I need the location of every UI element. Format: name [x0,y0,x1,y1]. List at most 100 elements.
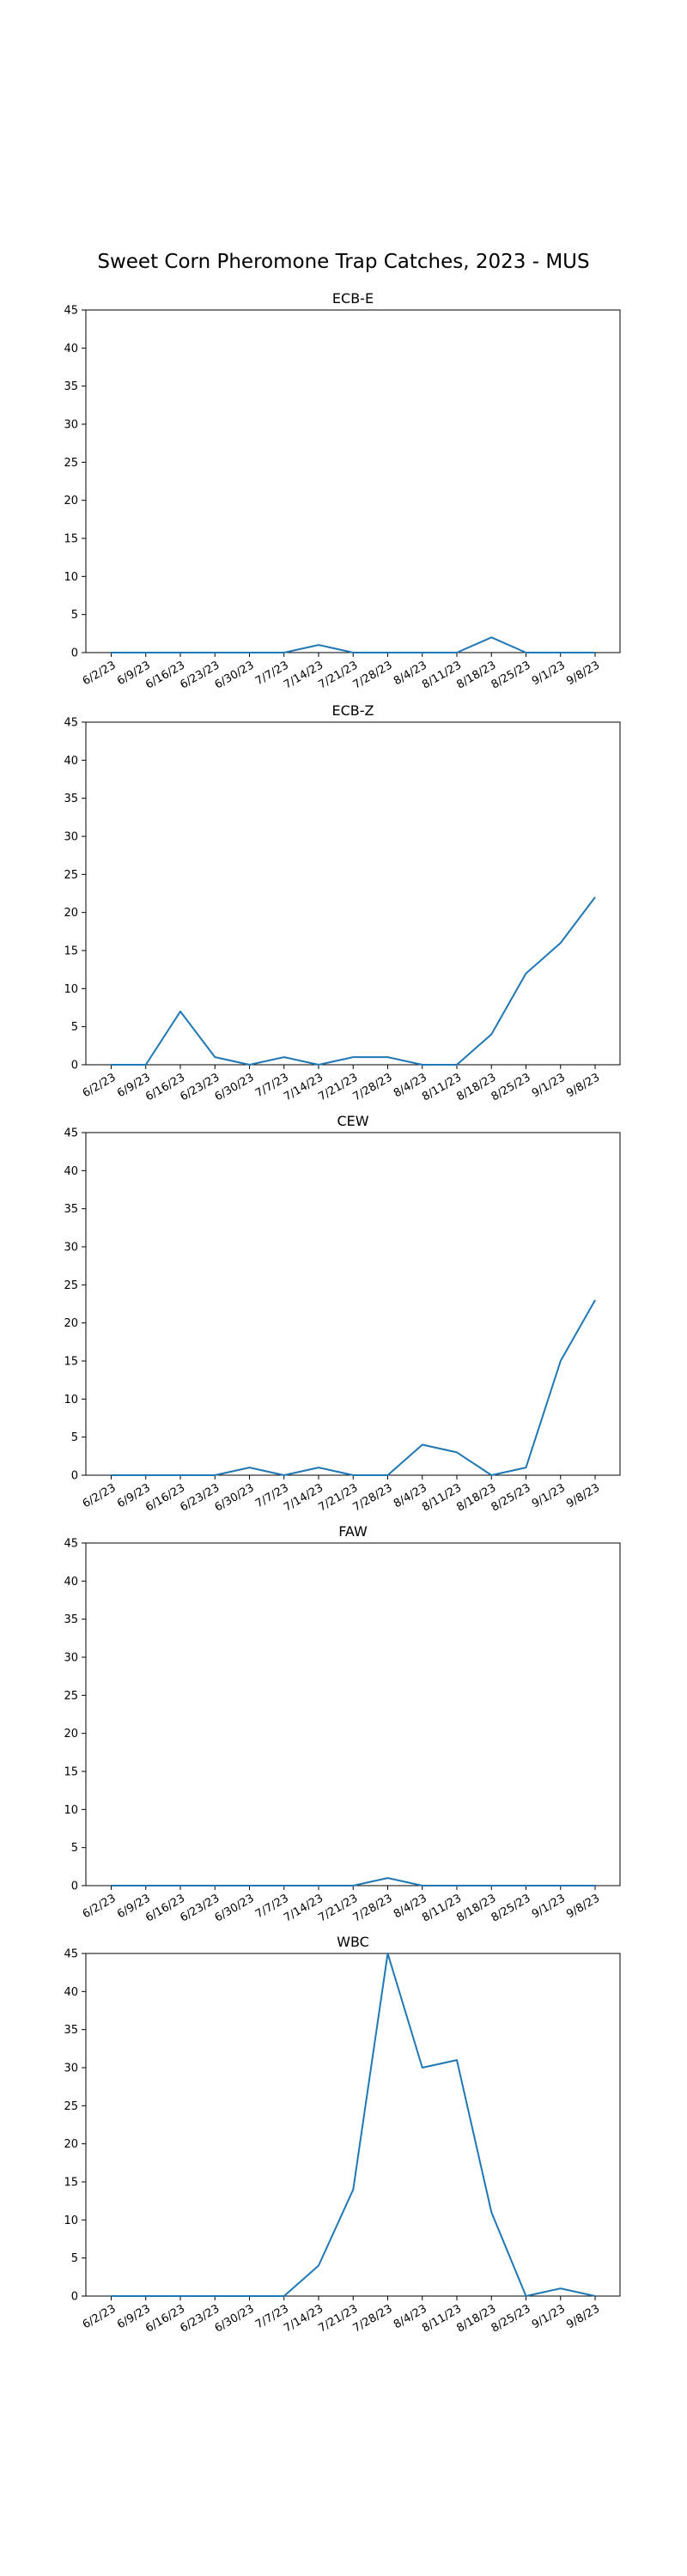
data-point [489,1473,493,1477]
y-tick-label: 25 [64,1690,78,1703]
y-tick-label: 0 [71,1060,78,1072]
data-point [110,651,113,654]
data-point [110,1473,113,1477]
data-point [421,1443,424,1447]
x-tick-label: 8/18/23 [454,1892,498,1924]
x-tick-label: 6/2/23 [81,1481,119,1510]
x-tick-label: 8/11/23 [420,2302,464,2335]
x-tick-label: 8/18/23 [454,2302,498,2335]
data-point [144,651,148,654]
y-tick-label: 30 [64,419,78,432]
y-tick-label: 45 [64,1538,78,1551]
data-point [593,1298,597,1302]
chart-title: FAW [338,1523,368,1540]
x-tick-label: 6/30/23 [213,659,257,691]
y-tick-label: 30 [64,2063,78,2075]
y-tick-label: 25 [64,1279,78,1292]
x-tick-label: 6/23/23 [178,2302,222,2335]
y-tick-label: 35 [64,1203,78,1216]
data-point [248,1063,252,1066]
x-tick-label: 7/28/23 [351,659,395,691]
x-tick-label: 9/8/23 [564,659,602,688]
y-tick-label: 15 [64,1766,78,1779]
x-tick-label: 8/11/23 [420,1481,464,1514]
x-tick-label: 8/18/23 [454,1071,498,1103]
data-point [421,651,424,654]
data-point [110,1063,113,1066]
y-tick-label: 5 [71,2252,78,2265]
x-tick-label: 7/28/23 [351,2302,395,2335]
y-tick-label: 45 [64,717,78,730]
chart-title: WBC [337,1934,369,1950]
y-tick-label: 10 [64,983,78,996]
x-tick-label: 6/2/23 [81,1071,119,1100]
x-tick-label: 9/1/23 [530,1071,568,1100]
y-tick-label: 15 [64,1356,78,1369]
data-point [559,941,562,945]
x-tick-label: 6/16/23 [143,659,187,691]
x-tick-label: 6/2/23 [81,2302,119,2331]
data-point [179,2294,182,2298]
data-point [144,1063,148,1066]
y-tick-label: 45 [64,1127,78,1140]
data-point [489,1884,493,1887]
figure-title: Sweet Corn Pheromone Trap Catches, 2023 … [97,251,590,273]
y-tick-label: 10 [64,2215,78,2227]
chart-panel-faw: FAW0510152025303540456/2/236/9/236/16/23… [64,1523,621,1925]
x-tick-label: 6/2/23 [81,659,119,688]
y-tick-label: 45 [64,1948,78,1961]
x-tick-label: 9/8/23 [564,2302,602,2331]
y-tick-label: 35 [64,380,78,393]
x-tick-label: 6/16/23 [143,1071,187,1103]
chart-title: ECB-E [332,290,374,307]
data-point [179,651,182,654]
data-point [110,2294,113,2298]
plot-frame [85,309,621,653]
data-point [110,1884,113,1887]
y-tick-label: 15 [64,533,78,546]
x-tick-label: 7/21/23 [316,1071,360,1103]
chart-title: ECB-Z [332,702,374,719]
data-point [213,1884,216,1887]
x-tick-label: 7/14/23 [282,1481,325,1514]
x-tick-label: 8/11/23 [420,1892,464,1924]
y-tick-label: 10 [64,1394,78,1406]
data-point [351,1473,355,1477]
data-point [421,1063,424,1066]
x-tick-label: 6/30/23 [213,1892,257,1924]
data-point [525,1884,528,1887]
y-tick-label: 25 [64,457,78,470]
x-tick-label: 7/28/23 [351,1481,395,1514]
y-tick-label: 5 [71,1431,78,1444]
data-point [525,2294,528,2298]
y-tick-label: 15 [64,945,78,958]
data-point [421,1884,424,1887]
data-point [525,651,528,654]
data-point [386,1473,390,1477]
data-point [248,651,252,654]
plot-frame [85,1953,621,2297]
y-tick-label: 40 [64,1165,78,1178]
x-tick-label: 9/1/23 [530,1892,568,1921]
x-tick-label: 9/1/23 [530,1481,568,1510]
data-point [593,651,597,654]
y-tick-label: 20 [64,495,78,507]
y-tick-label: 45 [64,305,78,318]
data-point [317,1063,320,1066]
plot-frame [85,1542,621,1886]
y-tick-label: 40 [64,1986,78,1999]
x-tick-label: 8/25/23 [489,1892,533,1924]
x-tick-label: 8/25/23 [489,1071,533,1103]
x-tick-label: 6/30/23 [213,1481,257,1514]
x-tick-label: 9/1/23 [530,659,568,688]
series-line [111,896,596,1066]
data-point [351,2188,355,2191]
series-line [111,636,595,653]
y-tick-label: 15 [64,2177,78,2190]
data-point [179,1473,182,1477]
x-tick-label: 7/21/23 [316,1892,360,1924]
chart-panel-ecb-e: ECB-E0510152025303540456/2/236/9/236/16/… [64,290,621,692]
data-point [455,651,459,654]
y-tick-label: 25 [64,869,78,882]
